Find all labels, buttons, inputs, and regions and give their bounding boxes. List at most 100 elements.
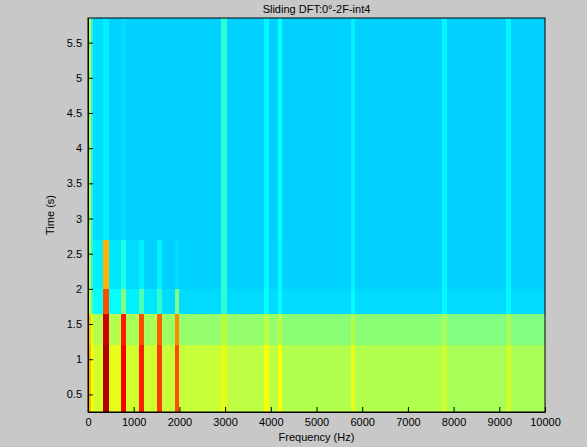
heatmap-cell [91,240,94,289]
heatmap-cell [282,18,351,240]
heatmap-cell [157,240,162,289]
y-tick: 4.5 [67,107,93,119]
heatmap-cell [162,289,175,314]
heatmap-cell [126,240,138,289]
heatmap-cell [109,18,121,240]
y-tick: 1.5 [67,318,93,330]
x-axis: 0100020003000400050006000700080009000100… [85,407,560,428]
x-tick-label: 2000 [168,416,192,428]
heatmap-cell [511,240,545,289]
x-tick-mark [179,407,180,412]
x-tick-label: 9000 [488,416,512,428]
y-tick-mark [88,148,93,149]
heatmap-cell [121,314,126,346]
heatmap-cell [264,240,269,289]
x-tick: 5000 [305,407,329,428]
heatmap-cell [162,240,175,289]
y-tick-mark [88,324,93,325]
y-tick-label: 5 [76,72,82,84]
heatmap-cell [93,289,103,314]
x-tick-mark [454,407,455,412]
heatmap-cell [282,314,351,346]
heatmap-cell [126,314,138,346]
x-tick-mark [271,407,272,412]
y-tick: 3 [76,213,93,225]
heatmap-cell [269,289,278,314]
x-tick-label: 5000 [305,416,329,428]
heatmap-cell [442,240,447,289]
heatmap-cell [355,289,442,314]
heatmap-cell [442,289,447,314]
heatmap-cell [157,18,162,240]
heatmap-cell [144,345,156,412]
heatmap-cell [511,314,545,346]
heatmap-cell [157,289,162,314]
x-tick-label: 7000 [396,416,420,428]
heatmap-cell [139,289,144,314]
heatmap-cell [264,314,269,346]
x-tick: 6000 [350,407,374,428]
y-tick-mark [88,359,93,360]
heatmap-cell [93,345,103,412]
heatmap-cell [109,345,121,412]
heatmap-cell [109,314,121,346]
heatmap-cell [175,314,180,346]
y-tick-label: 1 [76,353,82,365]
heatmap-cell [282,289,351,314]
y-tick-mark [88,183,93,184]
heatmap-cell [282,345,351,412]
heatmap-cell [179,314,220,346]
heatmap-cell [144,314,156,346]
y-tick-label: 4.5 [67,107,82,119]
y-axis-title: Time (s) [44,195,56,235]
heatmap-cell [175,18,180,240]
heatmap-cell [144,240,156,289]
heatmap-cell [221,345,228,412]
heatmap-cell [91,18,94,240]
y-tick-mark [88,254,93,255]
heatmap-cell [103,345,108,412]
heatmap-cell [278,314,283,346]
x-tick-mark [545,407,546,412]
x-tick-label: 1000 [122,416,146,428]
y-tick: 2.5 [67,248,93,260]
x-tick-label: 8000 [442,416,466,428]
y-tick-mark [88,394,93,395]
heatmap-cell [282,240,351,289]
y-tick-mark [88,78,93,79]
heatmap-cell [264,289,269,314]
x-tick-mark [499,407,500,412]
heatmap-cell [157,345,162,412]
heatmap-cell [162,18,175,240]
heatmap-cell [126,289,138,314]
heatmap-cell [103,289,108,314]
heatmap-cell [355,240,442,289]
y-tick-label: 1.5 [67,318,82,330]
heatmap-cell [351,240,356,289]
heatmap-cell [103,314,108,346]
heatmap-cell [93,18,103,240]
heatmap-cell [447,18,506,240]
y-tick-label: 3.5 [67,177,82,189]
heatmap-cell [511,18,545,240]
heatmap-cell [162,314,175,346]
chart: 0100020003000400050006000700080009000100… [0,0,587,447]
heatmap-cell [351,345,356,412]
heatmap-cell [221,18,228,240]
heatmap-cell [221,289,228,314]
x-tick: 10000 [530,407,561,428]
heatmap-cell [442,345,447,412]
x-tick: 3000 [213,407,237,428]
chart-title: Sliding DFT:0°-2F-int4 [263,3,371,15]
x-tick: 2000 [168,407,192,428]
heatmap-cell [103,240,108,289]
heatmap-cell [447,240,506,289]
heatmap-cell [447,289,506,314]
heatmap-cell [139,345,144,412]
heatmap-cell [162,345,175,412]
heatmap-cell [227,345,264,412]
y-tick-mark [88,43,93,44]
x-tick-label: 3000 [213,416,237,428]
heatmap-cell [506,289,511,314]
x-tick-label: 0 [85,416,91,428]
